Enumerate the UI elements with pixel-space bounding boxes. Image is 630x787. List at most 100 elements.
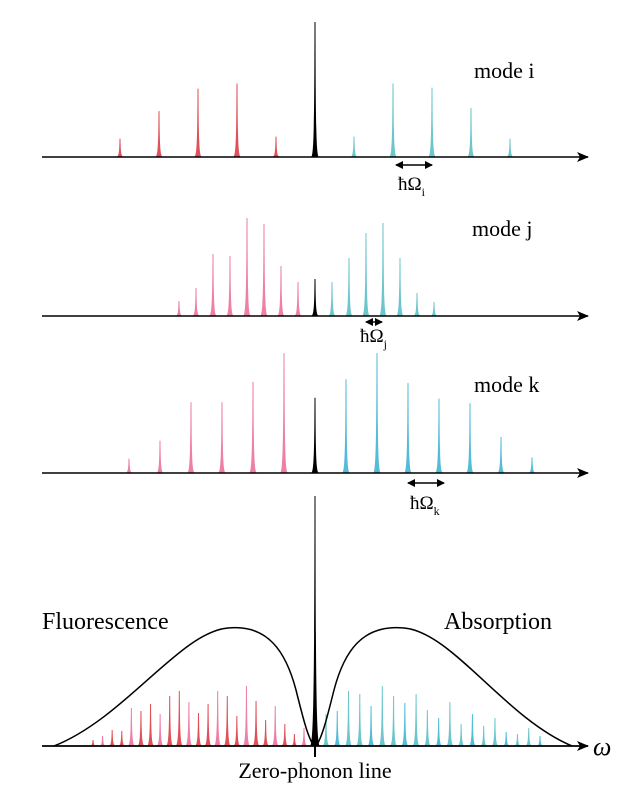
fluorescence-line (175, 301, 183, 316)
fluorescence-line (156, 440, 164, 473)
fluorescence-envelope (53, 626, 315, 747)
fluorescence-line (204, 704, 213, 746)
absorption-line (423, 710, 432, 746)
mode-label: mode i (474, 58, 535, 83)
fluorescence-line (300, 728, 308, 746)
absorption-line (355, 694, 364, 746)
zero-phonon-line (311, 397, 319, 473)
omega-axis-label: ω (593, 732, 611, 761)
fluorescence-line (175, 691, 184, 746)
absorption-line (389, 696, 398, 746)
fluorescence-line (277, 266, 285, 316)
absorption-line (430, 302, 438, 316)
fluorescence-line (226, 256, 234, 316)
fluorescence-line (261, 720, 270, 746)
absorption-line (389, 83, 397, 157)
fluorescence-line (165, 696, 174, 746)
fluorescence-line (252, 701, 261, 746)
fluorescence-line (290, 734, 299, 746)
fluorescence-line (249, 381, 257, 473)
absorption-line (445, 702, 454, 746)
fluorescence-line (125, 458, 133, 473)
absorption-line (350, 136, 358, 157)
fluorescence-line (146, 704, 155, 746)
absorption-line (466, 403, 474, 473)
zero-phonon-line (310, 496, 320, 746)
absorption-line (467, 108, 475, 157)
absorption-envelope (315, 626, 573, 747)
absorption-line (378, 686, 387, 746)
absorption-line (490, 718, 499, 746)
absorption-line (457, 724, 466, 746)
absorption-label: Absorption (444, 609, 552, 635)
absorption-line (524, 728, 533, 746)
absorption-line (513, 734, 522, 746)
absorption-line (497, 437, 505, 473)
spacing-label: ħΩi (398, 174, 426, 199)
absorption-line (506, 138, 514, 157)
fluorescence-line (116, 138, 124, 157)
absorption-line (528, 457, 536, 473)
fluorescence-line (294, 282, 302, 316)
absorption-line (344, 691, 353, 746)
spectral-lines (125, 353, 536, 473)
absorption-line (536, 736, 544, 746)
fluorescence-line (194, 713, 203, 746)
absorption-line (428, 87, 436, 157)
mode-label: mode j (472, 216, 533, 241)
fluorescence-line (155, 111, 163, 157)
absorption-line (345, 258, 353, 316)
fluorescence-line (136, 711, 145, 746)
fluorescence-line (280, 353, 288, 473)
absorption-line (412, 694, 421, 746)
spectral-lines (116, 22, 514, 157)
panel-mode-k: mode k ħΩk (42, 353, 589, 518)
fluorescence-line (127, 708, 136, 746)
fluorescence-line (233, 83, 241, 157)
absorption-line (362, 233, 370, 316)
spectral-lines (89, 496, 544, 746)
combined-spectrum: Fluorescence Absorption ω Zero-phonon li… (42, 496, 611, 783)
absorption-line (379, 223, 387, 316)
absorption-line (373, 353, 381, 473)
spectral-lines (175, 218, 438, 316)
fluorescence-line (232, 716, 241, 746)
fluorescence-line (280, 724, 289, 746)
panel-mode-i: mode i ħΩi (42, 22, 589, 199)
fluorescence-line (184, 702, 193, 746)
fluorescence-line (213, 691, 222, 746)
zero-phonon-label: Zero-phonon line (238, 758, 391, 783)
fluorescence-line (108, 730, 117, 746)
fluorescence-line (218, 402, 226, 473)
fluorescence-line (209, 254, 217, 316)
spacing-label: ħΩk (410, 493, 440, 518)
absorption-line (479, 726, 488, 746)
fluorescence-line (260, 224, 268, 316)
fluorescence-label: Fluorescence (42, 609, 169, 635)
absorption-line (333, 711, 342, 746)
fluorescence-line (243, 218, 251, 316)
fluorescence-line (192, 288, 200, 316)
absorption-line (342, 379, 350, 473)
fluorescence-line (156, 714, 165, 746)
absorption-line (367, 706, 376, 746)
fluorescence-line (98, 736, 107, 746)
absorption-line (502, 732, 511, 746)
spacing-label: ħΩj (360, 326, 387, 351)
fluorescence-line (187, 402, 195, 473)
absorption-line (396, 258, 404, 316)
mode-label: mode k (474, 372, 539, 397)
absorption-line (434, 718, 443, 746)
fluorescence-line (272, 136, 280, 157)
fluorescence-line (271, 706, 280, 746)
fluorescence-line (117, 731, 126, 746)
absorption-line (322, 714, 330, 746)
absorption-line (435, 398, 443, 473)
zero-phonon-line (311, 22, 319, 157)
absorption-line (400, 703, 409, 746)
fluorescence-line (242, 686, 251, 746)
absorption-line (468, 714, 477, 746)
panel-mode-j: mode j ħΩj (42, 216, 589, 351)
fluorescence-line (89, 740, 97, 746)
